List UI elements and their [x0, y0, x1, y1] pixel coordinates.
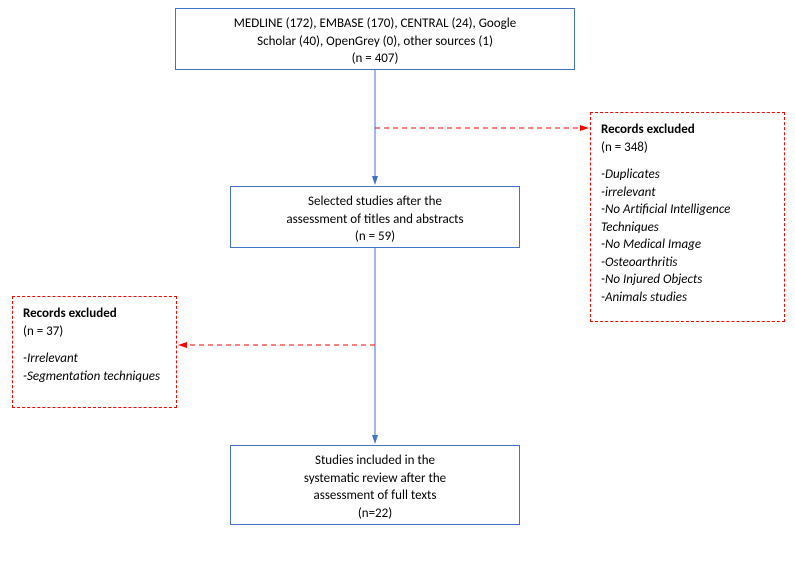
spacer: [601, 156, 774, 166]
excl-title: Records excluded: [601, 121, 774, 139]
excl-count: (n = 37): [23, 323, 166, 341]
exclusion-box-left: Records excluded (n = 37) -Irrelevant -S…: [12, 296, 177, 408]
excl-item: -No Medical Image: [601, 236, 774, 254]
excl-item: -Osteoarthritis: [601, 254, 774, 272]
excl-item: -Segmentation techniques: [23, 368, 166, 386]
flow-box-included: Studies included in the systematic revie…: [230, 445, 520, 525]
flow-box-sources: MEDLINE (172), EMBASE (170), CENTRAL (24…: [175, 8, 575, 70]
excl-item: -Animals studies: [601, 289, 774, 307]
box-line: Studies included in the: [241, 452, 509, 470]
box-line: Scholar (40), OpenGrey (0), other source…: [186, 33, 564, 51]
excl-title: Records excluded: [23, 305, 166, 323]
box-line: (n=22): [241, 505, 509, 523]
box-line: (n = 59): [241, 228, 509, 246]
box-line: MEDLINE (172), EMBASE (170), CENTRAL (24…: [186, 15, 564, 33]
excl-items: -Irrelevant -Segmentation techniques: [23, 350, 166, 385]
box-line: assessment of full texts: [241, 487, 509, 505]
excl-count: (n = 348): [601, 139, 774, 157]
box-line: systematic review after the: [241, 470, 509, 488]
box-line: assessment of titles and abstracts: [241, 211, 509, 229]
excl-item: -irrelevant: [601, 184, 774, 202]
excl-items: -Duplicates -irrelevant -No Artificial I…: [601, 166, 774, 306]
excl-item: -Duplicates: [601, 166, 774, 184]
excl-item: -No Injured Objects: [601, 271, 774, 289]
box-line: Selected studies after the: [241, 193, 509, 211]
exclusion-box-right: Records excluded (n = 348) -Duplicates -…: [590, 112, 785, 322]
excl-item: -Irrelevant: [23, 350, 166, 368]
excl-item: -No Artificial Intelligence Techniques: [601, 201, 774, 236]
spacer: [23, 340, 166, 350]
box-line: (n = 407): [186, 50, 564, 68]
flow-box-selected: Selected studies after the assessment of…: [230, 186, 520, 248]
